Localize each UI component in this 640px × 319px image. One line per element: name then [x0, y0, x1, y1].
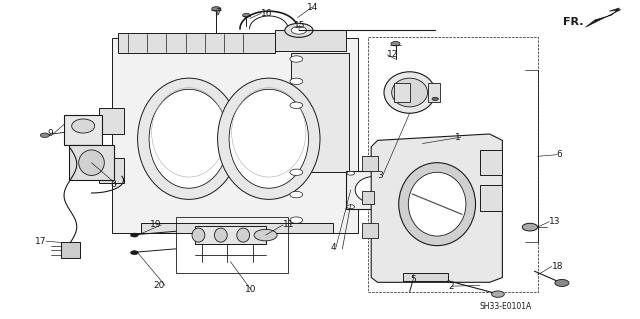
Circle shape — [243, 13, 250, 17]
Text: 11: 11 — [283, 220, 294, 229]
Circle shape — [212, 7, 221, 11]
Circle shape — [290, 78, 303, 85]
Text: FR.: FR. — [563, 17, 583, 27]
Bar — [99, 108, 124, 134]
Bar — [480, 185, 502, 211]
Circle shape — [131, 251, 138, 255]
Ellipse shape — [408, 172, 466, 236]
Text: 1: 1 — [455, 133, 461, 142]
Bar — [69, 145, 114, 180]
Circle shape — [432, 97, 438, 100]
Text: 20: 20 — [154, 281, 165, 290]
Ellipse shape — [214, 228, 227, 242]
Ellipse shape — [72, 119, 95, 133]
Polygon shape — [586, 8, 621, 27]
Text: 12: 12 — [387, 50, 399, 59]
Text: 19: 19 — [150, 220, 161, 229]
Ellipse shape — [192, 228, 205, 242]
Bar — [403, 273, 448, 281]
Text: 10: 10 — [245, 285, 257, 294]
Bar — [291, 53, 349, 172]
Bar — [176, 217, 288, 273]
Circle shape — [347, 205, 355, 209]
Circle shape — [391, 41, 400, 46]
Bar — [118, 33, 275, 53]
Text: 9: 9 — [47, 130, 53, 138]
Bar — [428, 83, 440, 102]
Polygon shape — [61, 242, 80, 258]
Ellipse shape — [79, 150, 104, 175]
Circle shape — [290, 102, 303, 108]
Bar — [275, 30, 346, 51]
Text: 4: 4 — [330, 243, 336, 252]
Circle shape — [131, 233, 138, 237]
Bar — [99, 158, 124, 183]
Ellipse shape — [149, 89, 228, 188]
Text: 13: 13 — [549, 217, 561, 226]
Text: 6: 6 — [557, 150, 563, 159]
Text: 18: 18 — [552, 262, 563, 271]
Ellipse shape — [392, 78, 428, 107]
Circle shape — [285, 23, 313, 37]
Circle shape — [290, 191, 303, 198]
Circle shape — [290, 169, 303, 175]
Circle shape — [394, 171, 402, 175]
Bar — [362, 156, 378, 171]
Polygon shape — [112, 38, 358, 233]
Bar — [346, 171, 403, 209]
Circle shape — [290, 56, 303, 62]
Bar — [394, 83, 410, 102]
Bar — [195, 226, 266, 244]
Ellipse shape — [218, 78, 320, 199]
Circle shape — [394, 205, 402, 209]
Ellipse shape — [399, 163, 476, 246]
Text: 14: 14 — [307, 3, 318, 11]
Text: SH33-E0101A: SH33-E0101A — [479, 302, 532, 311]
Text: 3: 3 — [377, 171, 383, 180]
Circle shape — [291, 26, 307, 34]
Bar — [480, 150, 502, 175]
Ellipse shape — [237, 228, 250, 242]
Text: 7: 7 — [215, 8, 220, 17]
Circle shape — [347, 171, 355, 175]
Text: 15: 15 — [294, 21, 305, 30]
Circle shape — [254, 229, 277, 241]
Circle shape — [40, 133, 49, 137]
Ellipse shape — [138, 78, 240, 199]
Circle shape — [290, 217, 303, 223]
Text: 16: 16 — [261, 9, 273, 18]
Ellipse shape — [384, 72, 435, 113]
Text: 17: 17 — [35, 237, 46, 246]
Bar — [362, 191, 374, 204]
Circle shape — [492, 291, 504, 297]
Text: 8: 8 — [111, 180, 116, 189]
Bar — [64, 115, 102, 145]
Polygon shape — [371, 134, 502, 282]
Ellipse shape — [229, 89, 308, 188]
Bar — [362, 223, 378, 238]
Text: 2: 2 — [449, 282, 454, 291]
Bar — [141, 223, 333, 233]
Bar — [368, 37, 538, 292]
Circle shape — [555, 279, 569, 286]
Ellipse shape — [355, 176, 394, 203]
Circle shape — [522, 223, 538, 231]
Text: 5: 5 — [410, 275, 415, 284]
